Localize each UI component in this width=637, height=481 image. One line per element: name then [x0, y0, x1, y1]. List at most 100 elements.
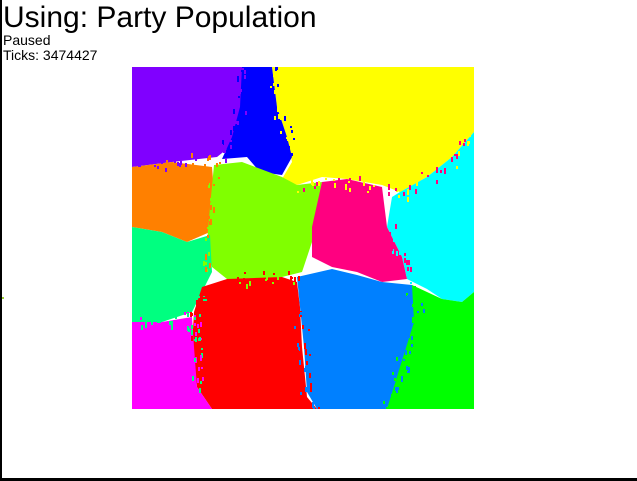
border-fleck — [318, 181, 320, 186]
border-fleck — [276, 94, 278, 96]
border-fleck — [388, 181, 390, 184]
border-fleck — [392, 249, 394, 254]
region-green — [387, 285, 474, 409]
border-fleck — [151, 321, 153, 325]
border-fleck — [256, 281, 258, 287]
border-fleck — [194, 323, 196, 326]
border-fleck — [187, 326, 189, 331]
border-fleck — [207, 235, 209, 238]
border-fleck — [278, 98, 280, 104]
border-fleck — [277, 84, 279, 87]
border-fleck — [397, 387, 399, 390]
border-fleck — [174, 160, 176, 163]
border-fleck — [297, 343, 299, 347]
border-fleck — [407, 267, 409, 271]
border-fleck — [309, 373, 311, 378]
border-fleck — [206, 208, 208, 211]
border-fleck — [367, 191, 369, 193]
border-fleck — [171, 321, 173, 327]
border-fleck — [334, 183, 336, 188]
party-territory-map[interactable] — [132, 67, 474, 409]
border-fleck — [208, 216, 210, 219]
border-fleck — [403, 192, 405, 196]
border-fleck — [209, 221, 211, 225]
border-fleck — [421, 172, 423, 174]
border-fleck — [458, 151, 460, 156]
region-cyan — [387, 132, 474, 302]
border-fleck — [280, 131, 282, 134]
border-fleck — [138, 164, 140, 167]
border-fleck — [294, 326, 296, 329]
border-fleck — [253, 279, 255, 283]
border-fleck — [205, 254, 207, 260]
border-fleck — [412, 304, 414, 307]
border-fleck — [408, 367, 410, 373]
border-fleck — [408, 260, 410, 265]
border-fleck — [309, 407, 311, 409]
border-fleck — [208, 183, 210, 188]
border-fleck — [359, 176, 361, 181]
border-fleck — [219, 162, 221, 164]
border-fleck — [218, 177, 220, 179]
border-fleck — [207, 227, 209, 229]
border-fleck — [184, 312, 186, 315]
border-fleck — [355, 188, 357, 191]
border-fleck — [213, 207, 215, 213]
border-fleck — [311, 397, 313, 399]
status-text: Paused — [3, 32, 51, 48]
border-fleck — [436, 180, 438, 184]
ticks-value: 3474427 — [42, 47, 98, 63]
border-fleck — [349, 178, 351, 182]
region-orange — [132, 162, 214, 242]
border-fleck — [210, 204, 212, 210]
border-fleck — [209, 263, 211, 268]
border-fleck — [137, 173, 139, 177]
border-fleck — [312, 182, 314, 186]
border-fleck — [197, 324, 199, 328]
border-fleck — [410, 267, 412, 272]
border-fleck — [391, 247, 393, 251]
border-fleck — [273, 273, 275, 275]
border-fleck — [278, 124, 280, 127]
border-fleck — [280, 114, 282, 120]
border-fleck — [419, 337, 421, 339]
border-fleck — [204, 156, 206, 158]
border-fleck — [270, 86, 272, 88]
border-fleck — [409, 185, 411, 190]
border-fleck — [145, 324, 147, 328]
border-fleck — [191, 336, 193, 341]
border-fleck — [404, 258, 406, 263]
border-fleck — [243, 278, 245, 284]
border-fleck — [399, 252, 401, 255]
border-fleck — [210, 198, 212, 201]
border-fleck — [411, 300, 413, 303]
border-fleck — [396, 251, 398, 256]
border-fleck — [395, 224, 397, 229]
border-fleck — [408, 333, 410, 338]
border-fleck — [277, 104, 279, 110]
border-fleck — [197, 378, 199, 383]
border-fleck — [417, 175, 419, 178]
border-fleck — [273, 83, 275, 86]
border-fleck — [281, 111, 283, 116]
border-fleck — [389, 232, 391, 235]
border-fleck — [407, 197, 409, 202]
border-fleck — [444, 168, 446, 173]
page-title: Using: Party Population — [3, 1, 317, 34]
border-fleck — [410, 282, 412, 284]
border-fleck — [239, 282, 241, 284]
border-fleck — [304, 343, 306, 349]
border-fleck — [294, 277, 296, 282]
border-fleck — [305, 357, 307, 361]
border-fleck — [213, 256, 215, 261]
border-fleck — [242, 103, 244, 108]
border-fleck — [245, 111, 247, 115]
border-fleck — [297, 191, 299, 193]
border-fleck — [363, 181, 365, 186]
border-fleck — [274, 116, 276, 120]
border-fleck — [451, 157, 453, 162]
border-fleck — [411, 344, 413, 347]
border-fleck — [198, 367, 200, 371]
border-fleck — [302, 393, 304, 395]
